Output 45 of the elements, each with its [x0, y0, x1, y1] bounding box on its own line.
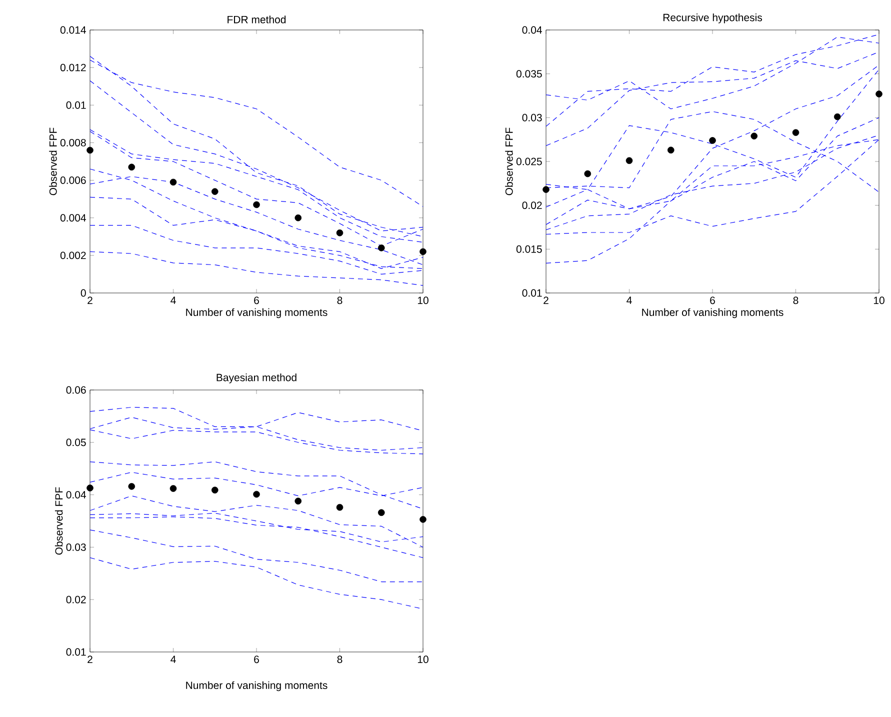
x-tick-label: 4 [170, 296, 176, 304]
y-tick-label: 0.02 [522, 202, 542, 210]
x-tick-label: 8 [793, 296, 798, 304]
x-tick-label: 2 [88, 656, 92, 664]
y-tick-label: 0.014 [60, 26, 86, 34]
y-tick-label: 0.03 [522, 114, 542, 122]
y-tick-label: 0.01 [66, 648, 86, 656]
x-tick-label: 2 [544, 296, 548, 304]
x-tick-label: 6 [254, 656, 259, 664]
y-tick-label: 0 [80, 289, 86, 297]
y-tick-label: 0.006 [60, 176, 86, 184]
y-tick-label: 0.02 [66, 596, 86, 604]
x-tick-label: 10 [874, 296, 884, 304]
y-tick-label: 0.012 [60, 64, 86, 72]
y-tick-label: 0.025 [516, 158, 542, 166]
x-axis-title: Number of vanishing moments [186, 681, 328, 692]
y-tick-label: 0.03 [66, 543, 86, 551]
x-tick-label: 10 [418, 296, 428, 304]
chart-title: Recursive hypothesis [663, 14, 762, 24]
y-tick-label: 0.01 [522, 289, 542, 297]
x-tick-label: 6 [254, 296, 259, 304]
x-tick-label: 8 [337, 296, 342, 304]
x-tick-label: 8 [337, 656, 342, 664]
y-tick-label: 0.004 [60, 214, 86, 222]
x-tick-label: 2 [88, 296, 92, 304]
y-axis-title: Observed FPF [505, 128, 513, 196]
y-tick-label: 0.05 [66, 438, 86, 446]
y-tick-label: 0.035 [516, 70, 542, 78]
x-tick-label: 10 [418, 656, 428, 664]
y-axis-title: Observed FPF [49, 128, 57, 196]
y-tick-label: 0.015 [516, 245, 542, 253]
y-tick-label: 0.04 [522, 26, 542, 34]
chart-title: FDR method [228, 16, 286, 24]
y-tick-label: 0.002 [60, 252, 86, 260]
y-tick-label: 0.01 [66, 101, 86, 109]
y-tick-label: 0.008 [60, 138, 86, 146]
x-axis-title: Number of vanishing moments [186, 308, 328, 318]
y-axis-title: Observed FPF [54, 487, 63, 555]
y-tick-label: 0.04 [66, 491, 86, 499]
x-axis-title: Number of vanishing moments [642, 308, 784, 318]
chart-title: Bayesian method [216, 374, 296, 384]
x-tick-label: 4 [170, 656, 176, 663]
x-tick-label: 4 [626, 296, 632, 304]
x-tick-label: 6 [710, 296, 715, 304]
y-tick-label: 0.06 [66, 386, 86, 394]
